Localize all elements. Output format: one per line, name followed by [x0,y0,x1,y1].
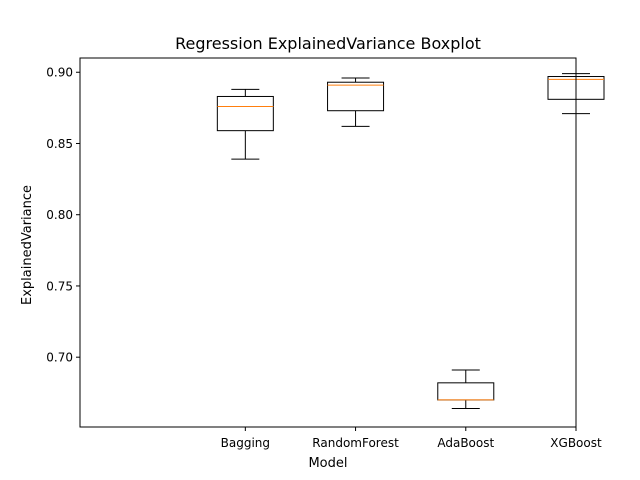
y-axis-label: ExplainedVariance [20,185,35,305]
x-tick-label: AdaBoost [437,436,494,450]
chart-title: Regression ExplainedVariance Boxplot [175,34,481,53]
x-tick-label: XGBoost [550,436,602,450]
y-tick-label: 0.75 [46,279,73,293]
y-tick-label: 0.80 [46,208,73,222]
y-tick-label: 0.90 [46,66,73,80]
box-randomforest [327,81,385,112]
x-tick-label: Bagging [221,436,270,450]
y-tick-label: 0.70 [46,351,73,365]
axes-frame [79,57,577,428]
x-axis-label: Model [308,456,347,471]
y-tick-label: 0.85 [46,137,73,151]
box-bagging [216,95,274,132]
x-tick-label: RandomForest [312,436,399,450]
plot-area: 0.70 0.75 0.80 0.85 0.90 Bagging RandomForest A… [46,57,605,450]
